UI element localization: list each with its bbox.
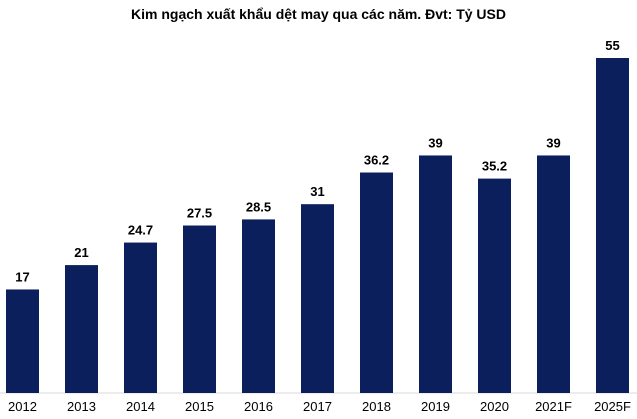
data-label-2019: 39 <box>428 135 442 150</box>
x-tick-label-2014: 2014 <box>126 399 155 414</box>
bar-2017 <box>301 204 334 393</box>
data-label-2021f: 39 <box>546 135 560 150</box>
x-tick-label-2017: 2017 <box>303 399 332 414</box>
x-tick-label-2013: 2013 <box>67 399 96 414</box>
data-label-2018: 36.2 <box>364 153 389 168</box>
x-tick-label-2018: 2018 <box>362 399 391 414</box>
x-tick-label-2021f: 2021F <box>535 399 572 414</box>
data-label-2013: 21 <box>74 245 88 260</box>
data-label-2015: 27.5 <box>187 206 212 221</box>
bar-2020 <box>478 178 511 393</box>
bar-2015 <box>183 225 216 393</box>
x-tick-label-2016: 2016 <box>244 399 273 414</box>
x-tick-label-2012: 2012 <box>8 399 37 414</box>
data-label-2020: 35.2 <box>482 159 507 174</box>
bar-2016 <box>242 219 275 393</box>
x-tick-label-2020: 2020 <box>480 399 509 414</box>
bar-2021f <box>537 155 570 393</box>
x-tick-label-2025f: 2025F <box>594 399 631 414</box>
bar-2019 <box>419 155 452 393</box>
x-tick-label-2019: 2019 <box>421 399 450 414</box>
chart-title: Kim ngạch xuất khẩu dệt may qua các năm.… <box>131 6 506 22</box>
bar-2025f <box>596 58 629 393</box>
data-label-2025f: 55 <box>605 38 619 53</box>
bar-2012 <box>6 289 39 393</box>
data-label-2012: 17 <box>15 269 29 284</box>
x-tick-label-2015: 2015 <box>185 399 214 414</box>
bar-2014 <box>124 242 157 393</box>
data-label-2017: 31 <box>310 184 324 199</box>
bar-2013 <box>65 265 98 393</box>
bar-2018 <box>360 172 393 393</box>
data-label-2016: 28.5 <box>246 199 271 214</box>
data-label-2014: 24.7 <box>128 223 153 238</box>
